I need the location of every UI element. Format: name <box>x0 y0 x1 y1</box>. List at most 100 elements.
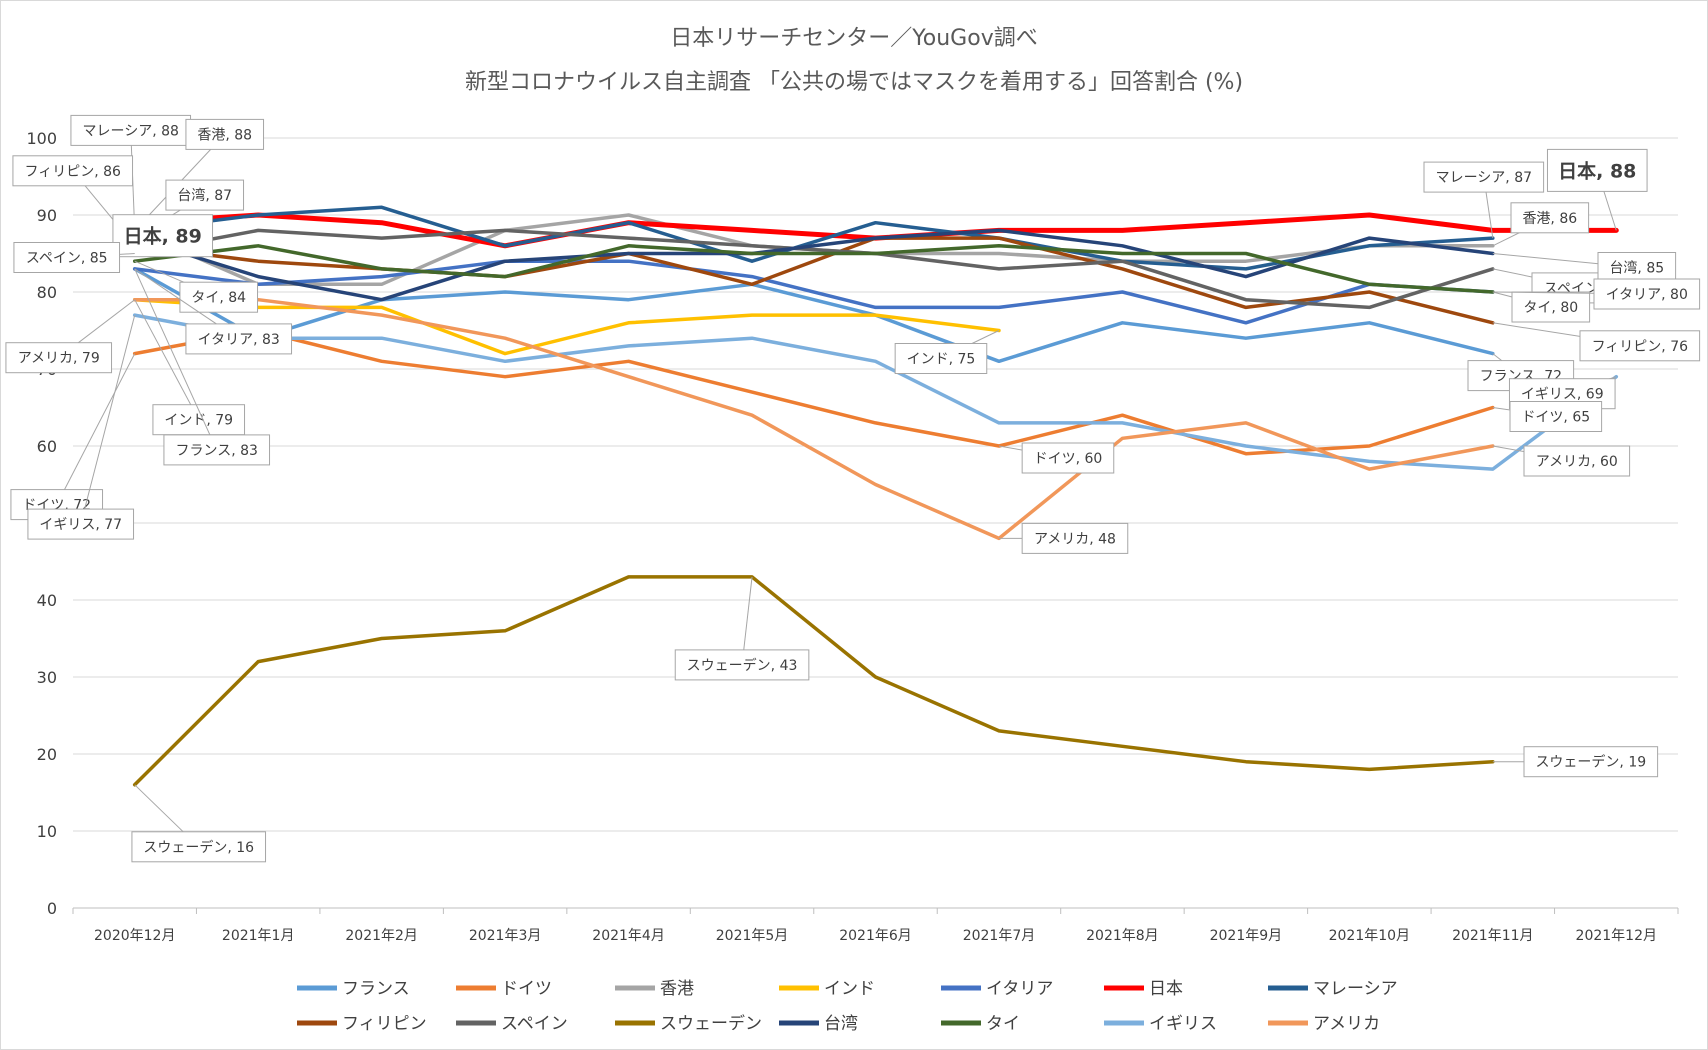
data-label: イタリア, 83 <box>134 268 293 355</box>
series-line <box>132 244 1495 294</box>
legend-label: アメリカ <box>1313 1014 1380 1034</box>
x-tick-label: 2021年11月 <box>1452 928 1533 944</box>
legend-label: ドイツ <box>501 979 552 999</box>
label-box <box>1509 401 1603 432</box>
legend-label: 台湾 <box>824 1014 858 1034</box>
series-lines <box>132 205 1619 787</box>
leader-line <box>134 299 200 420</box>
label-box <box>185 323 293 355</box>
label-text: タイ, 80 <box>1523 300 1578 316</box>
label-text: スウェーデン, 19 <box>1535 754 1646 771</box>
legend-item: 台湾 <box>779 1014 858 1034</box>
y-tick-label: 80 <box>37 283 57 302</box>
data-label: フィリピン, 86 <box>12 155 136 247</box>
data-label: ドイツ, 72 <box>10 353 136 521</box>
label-text: イタリア, 83 <box>198 332 280 348</box>
legend-item: マレーシア <box>1268 979 1398 999</box>
legend-item: イギリス <box>1104 1014 1217 1034</box>
data-label: アメリカ, 48 <box>998 522 1129 554</box>
label-text: スペイン, 85 <box>26 251 108 267</box>
label-box <box>1021 442 1115 474</box>
y-tick-label: 10 <box>37 822 57 841</box>
y-tick-label: 90 <box>37 206 57 225</box>
legend-label: フランス <box>342 979 410 999</box>
label-box <box>1021 522 1129 554</box>
data-label: スペイン, 85 <box>13 242 135 273</box>
x-tick-label: 2021年7月 <box>963 928 1036 944</box>
data-label: イタリア, 80 <box>1492 278 1701 310</box>
label-box <box>165 179 245 211</box>
legend-item: ドイツ <box>456 979 552 999</box>
label-text: 日本, 89 <box>124 225 202 248</box>
label-text: マレーシア, 88 <box>83 123 179 139</box>
y-tick-label: 60 <box>37 437 57 456</box>
data-label: タイ, 80 <box>1492 291 1591 323</box>
data-label: タイ, 84 <box>134 260 259 313</box>
label-box <box>1510 202 1590 234</box>
series-line <box>132 228 1495 310</box>
legend-label: タイ <box>986 1014 1020 1034</box>
data-label: 日本, 88 <box>1546 148 1648 231</box>
data-label: 台湾, 85 <box>1492 252 1677 283</box>
label-box <box>5 342 113 374</box>
label-box <box>163 434 271 466</box>
label-text: インド, 79 <box>164 413 233 429</box>
label-text: タイ, 84 <box>191 290 246 306</box>
label-text: 日本, 88 <box>1558 159 1636 182</box>
label-text: イギリス, 69 <box>1521 387 1604 403</box>
leader-line <box>80 314 136 525</box>
legend-item: イタリア <box>941 979 1053 999</box>
x-axis: 2020年12月 2021年1月 2021年2月 2021年3月 2021年4月 2021… <box>72 908 1679 944</box>
x-tick-label: 2021年5月 <box>716 928 789 944</box>
data-label: ドイツ, 60 <box>998 442 1115 474</box>
series-line <box>132 328 1495 456</box>
x-tick-label: 2021年2月 <box>345 928 418 944</box>
data-label: ドイツ, 65 <box>1492 401 1603 432</box>
x-tick-label: 2021年4月 <box>592 928 665 944</box>
data-label: アメリカ, 60 <box>1492 445 1631 477</box>
legend-label: イタリア <box>986 979 1053 999</box>
label-box <box>13 242 121 273</box>
legend-label: イギリス <box>1149 1014 1217 1034</box>
legend-item: 日本 <box>1104 979 1183 999</box>
label-text: ドイツ, 60 <box>1034 451 1103 467</box>
data-label: 香港, 88 <box>134 118 265 231</box>
data-label: 台湾, 87 <box>134 179 245 239</box>
legend-label: 日本 <box>1149 979 1183 999</box>
legend-item: スペイン <box>456 1014 568 1034</box>
data-label: マレーシア, 87 <box>1423 161 1545 239</box>
legend-label: インド <box>824 979 875 999</box>
label-box <box>1523 445 1631 477</box>
series-line <box>132 236 1495 325</box>
label-text: アメリカ, 48 <box>1034 531 1116 547</box>
legend-label: 香港 <box>660 979 694 999</box>
data-label: スウェーデン, 19 <box>1492 746 1659 778</box>
label-box <box>1511 291 1591 323</box>
label-box <box>70 114 192 146</box>
label-text: アメリカ, 79 <box>18 351 100 367</box>
label-text: フィリピン, 76 <box>1592 339 1689 355</box>
label-text: アメリカ, 60 <box>1536 454 1618 470</box>
label-box <box>112 214 214 258</box>
data-label: マレーシア, 88 <box>70 114 192 231</box>
label-text: マレーシア, 87 <box>1436 170 1532 186</box>
label-text: インド, 75 <box>907 352 976 368</box>
label-box <box>179 281 259 313</box>
label-box <box>894 343 988 374</box>
x-tick-label: 2020年12月 <box>94 928 175 944</box>
label-box <box>1423 161 1545 193</box>
series-line <box>132 575 1495 787</box>
legend-label: スウェーデン <box>660 1013 762 1034</box>
series-line <box>132 297 1495 541</box>
y-tick-label: 100 <box>26 129 57 148</box>
gridlines <box>73 137 1678 909</box>
data-label: フィリピン, 76 <box>1492 322 1701 362</box>
data-label: 日本, 89 <box>112 214 214 258</box>
series-line <box>132 228 1495 302</box>
legend-label: スペイン <box>501 1014 568 1034</box>
series-line <box>132 297 1001 356</box>
x-tick-label: 2021年10月 <box>1329 928 1410 944</box>
label-text: フランス, 83 <box>176 443 258 459</box>
label-text: 香港, 86 <box>1522 211 1577 227</box>
